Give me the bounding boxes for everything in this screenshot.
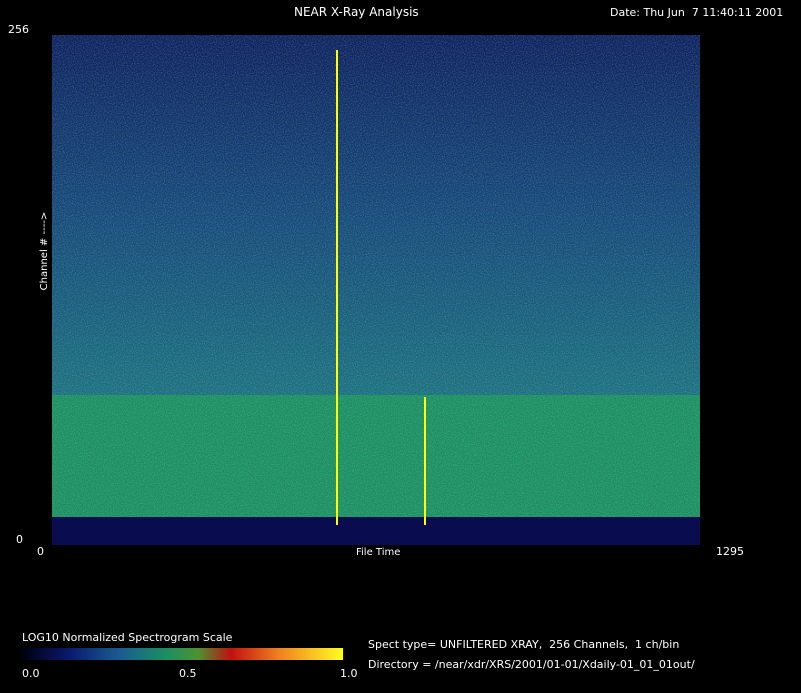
directory: Directory = /near/xdr/XRS/2001/01-01/Xda… [368,658,695,671]
colorbar-tick: 1.0 [340,667,358,680]
y-min: 0 [16,533,23,546]
y-label: Channel # ----> [39,211,50,291]
date: Date: Thu Jun 7 11:40:11 2001 [610,6,784,19]
x-label: File Time [356,547,401,558]
colorbar [22,648,343,660]
title: NEAR X-Ray Analysis [294,5,419,19]
x-min: 0 [37,545,44,558]
colorbar-tick: 0.0 [22,667,40,680]
x-max: 1295 [716,545,744,558]
y-max: 256 [8,23,29,36]
spectrogram-floor [52,517,700,545]
spect-type: Spect type= UNFILTERED XRAY, 256 Channel… [368,638,680,651]
colorbar-title: LOG10 Normalized Spectrogram Scale [22,631,233,644]
spectrogram-noise [52,35,700,517]
colorbar-tick: 0.5 [179,667,197,680]
